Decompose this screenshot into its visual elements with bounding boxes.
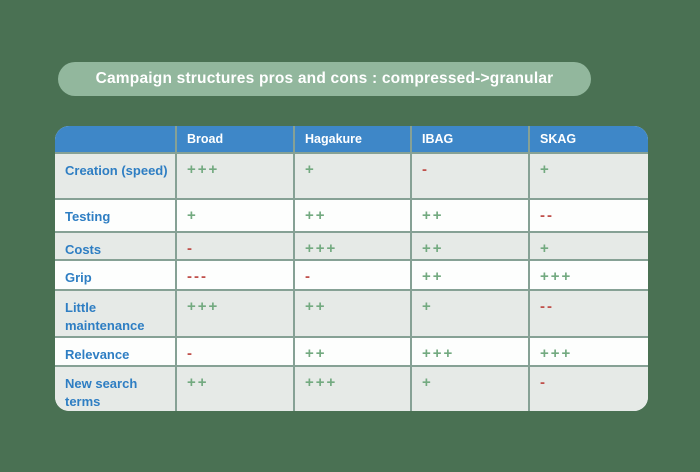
rating-cell: ++ [410, 261, 528, 289]
rating-cell: ++ [410, 200, 528, 231]
title-banner: Campaign structures pros and cons : comp… [58, 62, 591, 96]
rating-cell: +++ [175, 154, 293, 198]
row-label: Costs [65, 242, 102, 257]
rating-cell: + [528, 154, 648, 198]
comparison-table: Broad Hagakure IBAG SKAG Creation (speed… [55, 126, 648, 411]
rating-cell: - [175, 338, 293, 365]
rating-cell: +++ [293, 233, 410, 259]
header-cell-hagakure: Hagakure [293, 126, 410, 152]
rating-cell: + [410, 367, 528, 411]
table-row: Relevance - ++ +++ +++ [55, 336, 648, 365]
rating-cell: -- [528, 291, 648, 336]
rating-cell: - [528, 367, 648, 411]
row-label: Little maintenance [65, 300, 145, 333]
table-row: Grip --- - ++ +++ [55, 259, 648, 289]
row-label: Testing [65, 209, 111, 224]
row-label: New search terms [65, 376, 138, 409]
rating-cell: +++ [528, 261, 648, 289]
table-row: New search terms ++ +++ + - [55, 365, 648, 411]
rating-cell: --- [175, 261, 293, 289]
rating-cell: +++ [175, 291, 293, 336]
row-label: Relevance [65, 347, 130, 362]
rating-cell: +++ [410, 338, 528, 365]
header-cell-broad: Broad [175, 126, 293, 152]
header-cell-ibag: IBAG [410, 126, 528, 152]
header-cell-skag: SKAG [528, 126, 648, 152]
rating-cell: - [175, 233, 293, 259]
page-title: Campaign structures pros and cons : comp… [95, 70, 554, 87]
table-header-row: Broad Hagakure IBAG SKAG [55, 126, 648, 152]
header-cell-blank [55, 126, 175, 152]
rating-cell: + [528, 233, 648, 259]
rating-cell: ++ [175, 367, 293, 411]
table-row: Creation (speed) +++ + - + [55, 152, 648, 198]
rating-cell: ++ [293, 200, 410, 231]
rating-cell: - [293, 261, 410, 289]
rating-cell: - [410, 154, 528, 198]
table-row: Little maintenance +++ ++ + -- [55, 289, 648, 336]
row-label: Grip [65, 270, 92, 285]
rating-cell: + [293, 154, 410, 198]
row-label: Creation (speed) [65, 163, 168, 178]
table-row: Costs - +++ ++ + [55, 231, 648, 259]
rating-cell: ++ [293, 338, 410, 365]
rating-cell: ++ [293, 291, 410, 336]
table-row: Testing + ++ ++ -- [55, 198, 648, 231]
rating-cell: -- [528, 200, 648, 231]
rating-cell: ++ [410, 233, 528, 259]
rating-cell: + [410, 291, 528, 336]
rating-cell: +++ [293, 367, 410, 411]
rating-cell: +++ [528, 338, 648, 365]
rating-cell: + [175, 200, 293, 231]
